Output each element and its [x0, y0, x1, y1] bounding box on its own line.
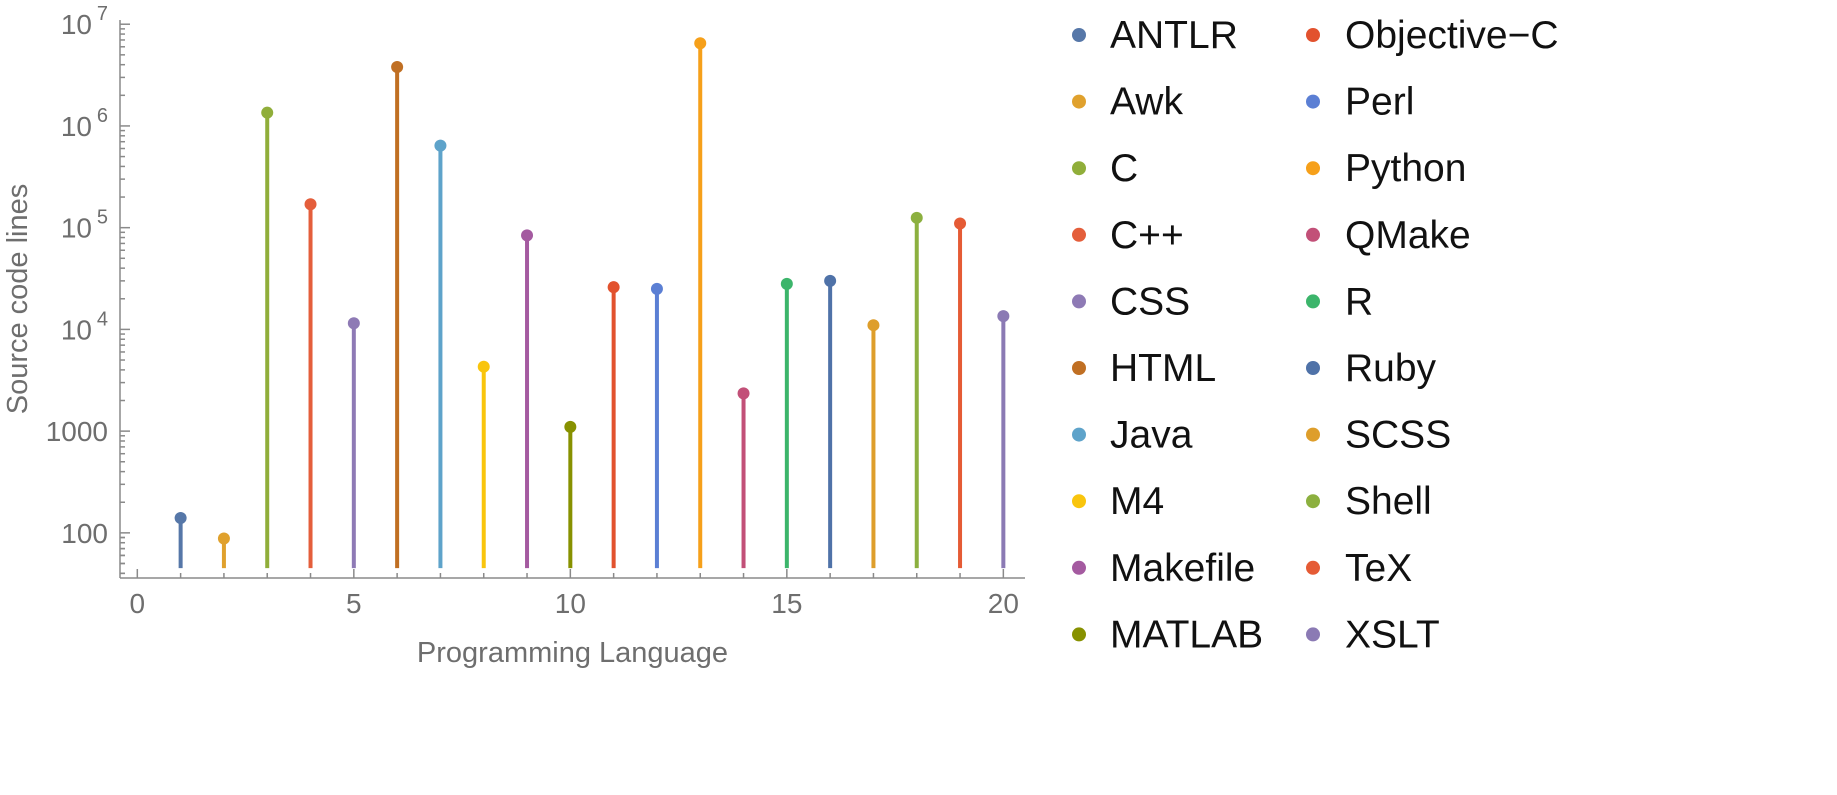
legend-marker-makefile — [1072, 560, 1086, 575]
legend-marker-tex — [1306, 560, 1320, 575]
legend-label-scss: SCSS — [1345, 414, 1451, 457]
point-antlr — [174, 511, 187, 524]
legend-marker-ruby — [1306, 361, 1320, 375]
point-awk — [217, 532, 230, 545]
y-tick-label: 100 — [61, 518, 108, 549]
x-tick-label: 0 — [130, 588, 146, 619]
legend-label-c-: C++ — [1110, 214, 1184, 257]
legend: ANTLR Awk C C++ CSS HTML Java M4 Makefile MATLAB O… — [1072, 14, 1559, 656]
point-perl — [650, 282, 663, 295]
legend-label-java: Java — [1110, 414, 1193, 457]
legend-marker-objective-c — [1306, 28, 1320, 42]
point-qmake — [737, 387, 750, 400]
legend-label-html: HTML — [1110, 347, 1216, 390]
point-css — [347, 317, 360, 330]
legend-marker-matlab — [1072, 627, 1086, 642]
legend-marker-shell — [1306, 494, 1320, 509]
legend-marker-awk — [1072, 94, 1086, 109]
legend-label-c: C — [1110, 147, 1138, 190]
legend-marker-html — [1072, 361, 1086, 375]
y-tick-label: 10 — [61, 314, 92, 345]
legend-marker-qmake — [1306, 227, 1320, 242]
y-tick-exponent: 6 — [97, 105, 108, 127]
legend-marker-c — [1072, 161, 1086, 176]
legend-marker-perl — [1306, 94, 1320, 109]
legend-marker-r — [1306, 294, 1320, 309]
point-tex — [954, 217, 967, 230]
legend-marker-scss — [1306, 427, 1320, 442]
legend-label-python: Python — [1345, 147, 1466, 190]
legend-marker-xslt — [1306, 627, 1320, 642]
legend-label-xslt: XSLT — [1345, 613, 1440, 656]
y-tick-exponent: 4 — [97, 308, 108, 330]
legend-label-matlab: MATLAB — [1110, 613, 1263, 656]
point-c- — [304, 198, 317, 211]
point-c — [261, 106, 274, 119]
legend-label-makefile: Makefile — [1110, 547, 1255, 590]
point-objective-c — [607, 281, 620, 294]
point-ruby — [824, 274, 837, 287]
legend-marker-python — [1306, 161, 1320, 176]
y-tick-label: 10 — [61, 9, 92, 40]
legend-marker-m4 — [1072, 494, 1086, 509]
legend-marker-c- — [1072, 227, 1086, 242]
legend-marker-antlr — [1072, 28, 1086, 42]
point-python — [694, 37, 707, 50]
legend-label-awk: Awk — [1110, 81, 1183, 124]
legend-label-shell: Shell — [1345, 480, 1432, 523]
plot-area — [174, 37, 1010, 569]
legend-label-css: CSS — [1110, 280, 1190, 323]
legend-label-ruby: Ruby — [1345, 347, 1437, 390]
y-axis-title: Source code lines — [2, 184, 34, 415]
x-tick-label: 20 — [988, 588, 1019, 619]
point-r — [780, 277, 793, 290]
x-tick-label: 15 — [771, 588, 802, 619]
legend-label-tex: TeX — [1345, 547, 1412, 590]
point-html — [391, 60, 404, 73]
legend-label-r: R — [1345, 280, 1373, 323]
point-matlab — [564, 420, 577, 433]
y-tick-label: 10 — [61, 213, 92, 244]
legend-marker-css — [1072, 294, 1086, 309]
x-axis-title: Programming Language — [417, 637, 728, 669]
y-tick-label: 1000 — [46, 416, 108, 447]
x-tick-label: 10 — [555, 588, 586, 619]
legend-marker-java — [1072, 427, 1086, 442]
y-tick-exponent: 7 — [97, 3, 108, 25]
point-m4 — [477, 360, 490, 373]
point-makefile — [521, 229, 534, 242]
x-tick-label: 5 — [346, 588, 362, 619]
point-java — [434, 139, 447, 152]
y-tick-exponent: 5 — [97, 207, 108, 229]
point-shell — [910, 211, 923, 224]
axes — [119, 20, 1025, 579]
y-tick-label: 10 — [61, 111, 92, 142]
legend-label-objective-c: Objective−C — [1345, 14, 1559, 57]
point-xslt — [997, 310, 1010, 323]
legend-label-m4: M4 — [1110, 480, 1164, 523]
legend-label-antlr: ANTLR — [1110, 14, 1238, 57]
legend-label-perl: Perl — [1345, 81, 1414, 124]
point-scss — [867, 319, 880, 332]
legend-label-qmake: QMake — [1345, 214, 1471, 257]
